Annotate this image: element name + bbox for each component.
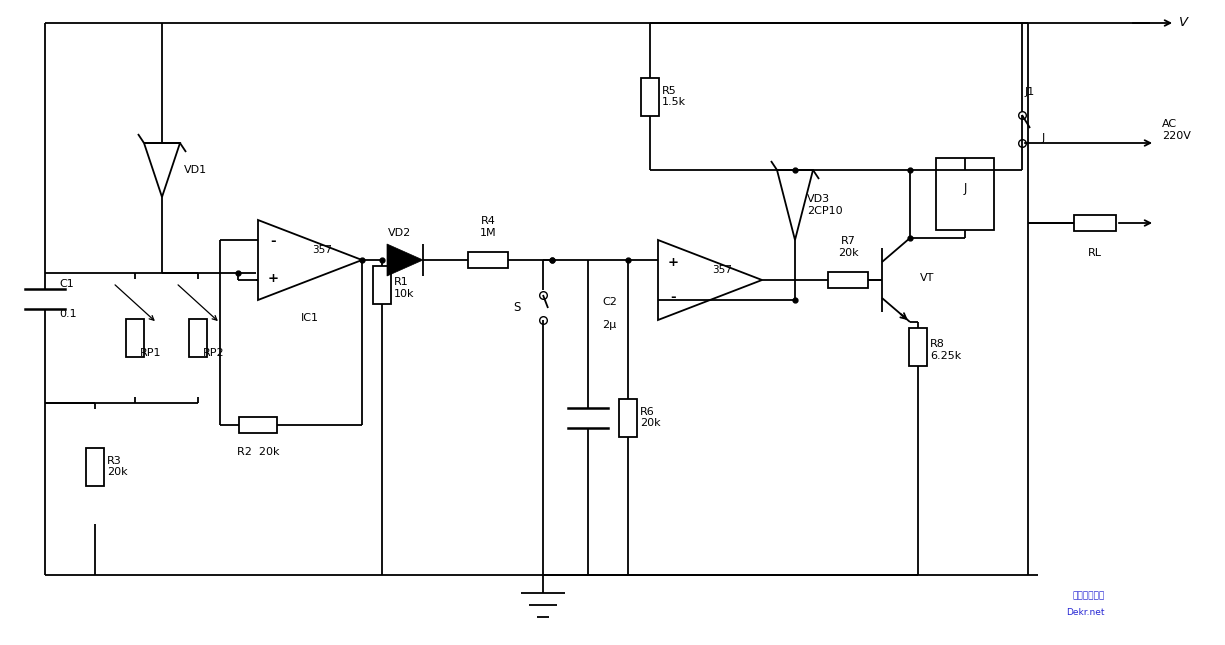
Bar (619, 399, 637, 437)
Text: VD3
2CP10: VD3 2CP10 (807, 194, 843, 216)
Text: R1
10k: R1 10k (394, 277, 414, 299)
Bar (126, 319, 145, 357)
Text: R8
6.25k: R8 6.25k (930, 339, 962, 361)
Text: VD2: VD2 (388, 228, 412, 238)
Text: J: J (963, 181, 967, 195)
Text: 电子开发社区: 电子开发社区 (1073, 591, 1105, 600)
Text: VD1: VD1 (184, 165, 207, 175)
Text: IC1: IC1 (301, 313, 319, 323)
Text: R4
1M: R4 1M (480, 217, 496, 238)
Bar (828, 272, 869, 288)
Bar (936, 158, 993, 230)
Text: R5
1.5k: R5 1.5k (662, 86, 686, 107)
Text: +: + (267, 272, 278, 284)
Bar (468, 252, 508, 268)
Polygon shape (387, 244, 423, 276)
Text: 357: 357 (312, 245, 332, 255)
Text: J1: J1 (1025, 87, 1035, 97)
Text: VT: VT (920, 273, 935, 283)
Text: AC
220V: AC 220V (1163, 119, 1191, 141)
Text: R6
20k: R6 20k (639, 407, 660, 428)
Polygon shape (658, 240, 762, 320)
Text: 0.1: 0.1 (59, 309, 77, 319)
Text: +: + (668, 255, 679, 268)
Text: RP1: RP1 (140, 348, 162, 358)
Bar (189, 319, 207, 357)
Text: S: S (513, 301, 521, 314)
Bar (372, 266, 391, 304)
Bar (1074, 215, 1116, 231)
Bar (909, 328, 927, 366)
Text: J: J (1042, 133, 1045, 143)
Bar (239, 417, 277, 433)
Text: 357: 357 (712, 265, 731, 275)
Text: -: - (271, 235, 276, 248)
Bar (641, 77, 659, 115)
Text: $V$: $V$ (1178, 17, 1189, 30)
Text: R3
20k: R3 20k (107, 456, 127, 477)
Text: C1: C1 (59, 279, 74, 289)
Bar (86, 448, 104, 486)
Text: C2: C2 (601, 297, 617, 307)
Text: Dekr.net: Dekr.net (1067, 608, 1105, 617)
Text: R2  20k: R2 20k (236, 447, 279, 457)
Text: RL: RL (1088, 248, 1102, 258)
Text: R7
20k: R7 20k (838, 237, 859, 258)
Text: -: - (670, 292, 676, 304)
Text: 2μ: 2μ (601, 320, 616, 330)
Polygon shape (258, 220, 363, 300)
Text: RP2: RP2 (203, 348, 224, 358)
